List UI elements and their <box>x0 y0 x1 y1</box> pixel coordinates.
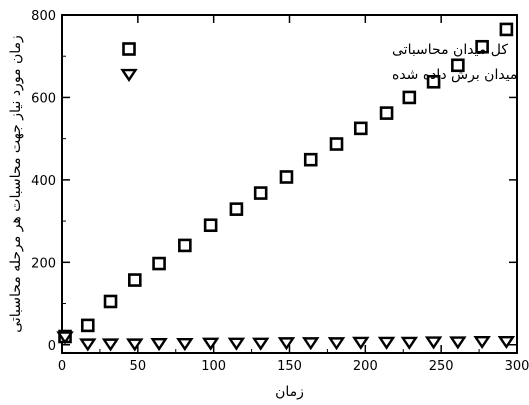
data-point-square <box>379 106 394 120</box>
series-layer <box>56 22 516 352</box>
legend-marker-square <box>122 42 136 56</box>
data-point-triangle <box>227 337 246 351</box>
data-point-triangle <box>327 337 346 351</box>
y-tick-label: 400 <box>31 174 56 189</box>
x-axis-label: زمان <box>275 384 304 400</box>
x-tick-label: 50 <box>130 359 147 374</box>
data-point-square <box>451 58 465 73</box>
data-point-triangle <box>126 338 144 352</box>
data-point-triangle <box>251 337 270 351</box>
data-point-square <box>229 202 244 216</box>
y-tick-label: 0 <box>48 339 56 354</box>
data-point-square <box>178 238 192 253</box>
data-point-triangle <box>424 336 443 350</box>
x-tick-label: 300 <box>505 359 529 374</box>
data-point-square <box>329 137 344 151</box>
y-axis-ticks: 0 200 400 600 800 <box>31 9 517 354</box>
data-point-triangle <box>56 331 74 345</box>
plot-frame <box>61 14 518 354</box>
data-point-square <box>253 186 268 200</box>
data-point-square <box>279 170 294 184</box>
data-point-triangle <box>150 338 168 352</box>
legend: کل میدان محاسباتی میدان برش داده شده <box>120 42 517 83</box>
data-point-triangle <box>301 337 320 351</box>
data-point-square <box>152 256 166 271</box>
x-axis-ticks: 0 50 100 150 200 250 300 <box>58 15 529 374</box>
data-point-triangle <box>497 335 516 350</box>
series-2 <box>56 331 516 352</box>
legend-item: کل میدان محاسباتی <box>122 42 508 58</box>
data-point-square <box>499 22 514 37</box>
x-tick-label: 0 <box>58 359 66 374</box>
legend-item: میدان برش داده شده <box>120 67 517 83</box>
y-axis-label: زمان مورد نیاز جهت محاسبات هر مرحله محاس… <box>8 35 24 333</box>
plot-border <box>61 14 518 354</box>
data-point-square <box>402 90 417 105</box>
y-tick-label: 200 <box>31 256 56 271</box>
data-point-square <box>426 74 441 89</box>
data-point-square <box>80 318 95 333</box>
data-point-triangle <box>352 336 370 350</box>
data-point-square <box>475 39 489 54</box>
x-tick-label: 150 <box>277 359 302 374</box>
legend-label: کل میدان محاسباتی <box>392 42 508 58</box>
x-tick-label: 200 <box>353 359 378 374</box>
x-tick-label: 250 <box>429 359 454 374</box>
data-point-square <box>103 294 118 309</box>
data-point-triangle <box>79 338 97 352</box>
data-point-triangle <box>101 338 120 352</box>
data-point-triangle <box>449 336 467 350</box>
legend-label: میدان برش داده شده <box>392 67 517 83</box>
data-point-triangle <box>473 335 491 350</box>
data-point-triangle <box>176 338 194 352</box>
data-point-triangle <box>377 336 396 350</box>
data-point-square <box>303 152 318 167</box>
x-tick-label: 100 <box>201 359 226 374</box>
series-1 <box>58 22 514 344</box>
legend-marker-triangle <box>120 68 138 83</box>
data-point-square <box>203 218 218 233</box>
data-point-square <box>128 273 142 287</box>
data-point-triangle <box>400 336 419 350</box>
y-tick-label: 800 <box>31 9 56 24</box>
data-point-triangle <box>277 337 296 351</box>
y-tick-label: 600 <box>31 91 56 106</box>
data-point-triangle <box>201 337 220 351</box>
data-point-square <box>353 121 368 136</box>
